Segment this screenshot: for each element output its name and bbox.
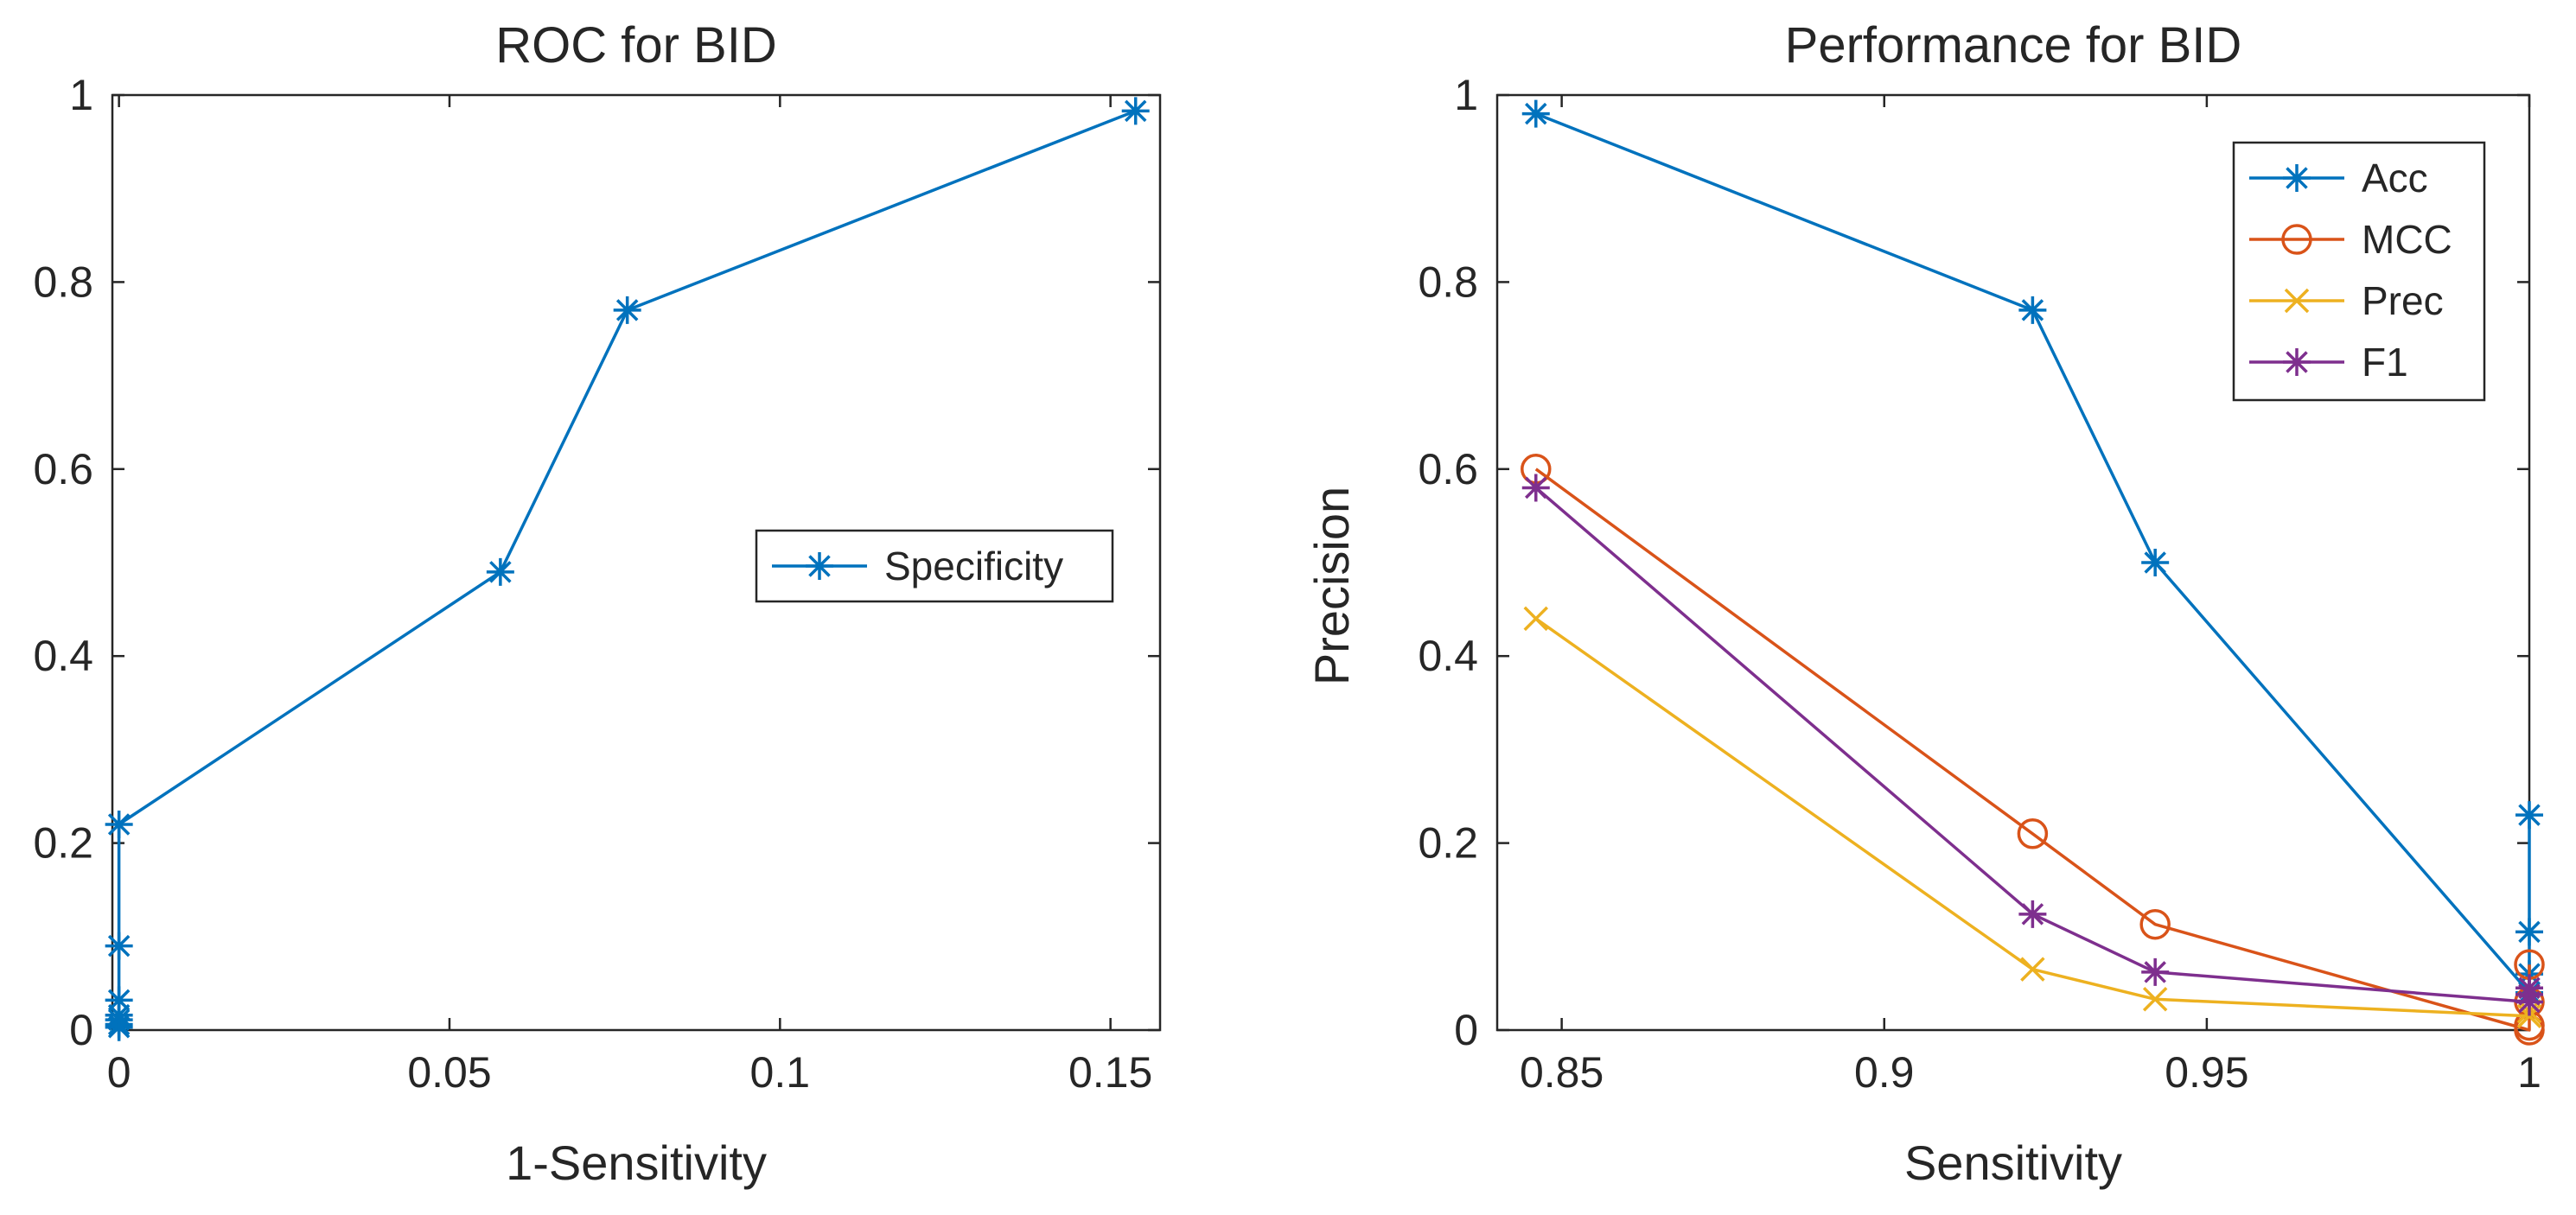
x-tick-label: 0.05: [407, 1048, 491, 1097]
legend-item: MCC: [2249, 217, 2452, 262]
legend-label: Prec: [2362, 278, 2444, 323]
roc-chart-title: ROC for BID: [495, 17, 777, 73]
data-point: [2018, 900, 2047, 928]
data-point: [486, 557, 514, 586]
y-tick-label: 0.6: [1418, 445, 1478, 493]
data-point: [2515, 801, 2543, 830]
y-tick-label: 0.8: [33, 258, 93, 306]
y-tick-label: 0.2: [33, 819, 93, 868]
x-tick-label: 0.85: [1520, 1048, 1604, 1097]
data-point: [105, 1001, 133, 1029]
performance-chart-ylabel: Precision: [1304, 487, 1359, 685]
data-point: [105, 932, 133, 960]
data-point: [613, 296, 641, 324]
y-tick-label: 0.6: [33, 445, 93, 493]
y-tick-label: 0.8: [1418, 258, 1478, 306]
data-point: [105, 810, 133, 838]
data-point: [2018, 296, 2047, 324]
legend-label: Acc: [2362, 156, 2428, 200]
x-tick-label: 1: [2517, 1048, 2541, 1097]
legend-marker: [2281, 224, 2312, 255]
data-point: [1523, 606, 1549, 632]
legend: Acc MCC Prec F1: [2232, 141, 2486, 402]
y-tick-label: 0: [69, 1006, 93, 1054]
performance-chart-title: Performance for BID: [1785, 17, 2242, 73]
legend-marker: [2283, 348, 2311, 376]
legend-marker: [2283, 164, 2311, 192]
roc-chart-xlabel: 1-Sensitivity: [506, 1135, 767, 1190]
x-tick-label: 0.15: [1068, 1048, 1152, 1097]
y-tick-label: 0.4: [33, 632, 93, 680]
legend-label: F1: [2362, 340, 2408, 385]
data-point: [2515, 918, 2543, 946]
legend-label: Specificity: [884, 544, 1063, 588]
data-point: [2142, 987, 2168, 1012]
data-point: [2017, 818, 2049, 849]
x-tick-label: 0: [107, 1048, 131, 1097]
series-f1: [1521, 474, 2543, 1016]
legend: Specificity: [755, 529, 1114, 603]
data-point: [2020, 957, 2045, 982]
y-tick-label: 1: [1454, 71, 1478, 119]
performance-plot-area: 0.85 0.9 0.95 1 0 0.2 0.4 0.6 0.8 1 Acc MCC Prec F1: [1418, 71, 2545, 1097]
legend-box: [2232, 141, 2486, 402]
roc-chart: ROC for BID 1-Sensitivity 0 0.05 0.1 0.1500…: [33, 17, 1162, 1190]
legend-item: Prec: [2249, 278, 2444, 323]
data-point: [2141, 957, 2170, 986]
roc-plot-area: 0 0.05 0.1 0.15 0 0.2 0.4 0.6 0.8 1 Specificity: [33, 71, 1162, 1097]
x-tick-label: 0.1: [750, 1048, 811, 1097]
legend-marker: [806, 552, 833, 580]
data-point: [2139, 908, 2171, 940]
data-point: [2141, 549, 2170, 576]
y-tick-label: 0.4: [1418, 632, 1478, 680]
legend-item: Specificity: [772, 544, 1063, 588]
legend-label: MCC: [2362, 217, 2452, 262]
legend-item: F1: [2249, 340, 2408, 385]
legend-marker: [2284, 288, 2310, 314]
y-tick-label: 0.2: [1418, 819, 1478, 868]
y-tick-label: 1: [69, 71, 93, 119]
series-specificity: [105, 97, 1150, 1041]
data-point: [1521, 99, 1550, 128]
x-tick-label: 0.9: [1854, 1048, 1915, 1097]
data-point: [1521, 474, 1550, 502]
data-point: [1121, 97, 1150, 125]
x-tick-label: 0.95: [2165, 1048, 2248, 1097]
performance-chart-xlabel: Sensitivity: [1904, 1135, 2122, 1190]
data-point: [105, 986, 133, 1015]
data-point: [2515, 974, 2543, 1002]
y-tick-label: 0: [1454, 1006, 1478, 1054]
performance-chart: Performance for BID Sensitivity Precisio…: [1304, 17, 2545, 1190]
legend-item: Acc: [2249, 156, 2428, 200]
